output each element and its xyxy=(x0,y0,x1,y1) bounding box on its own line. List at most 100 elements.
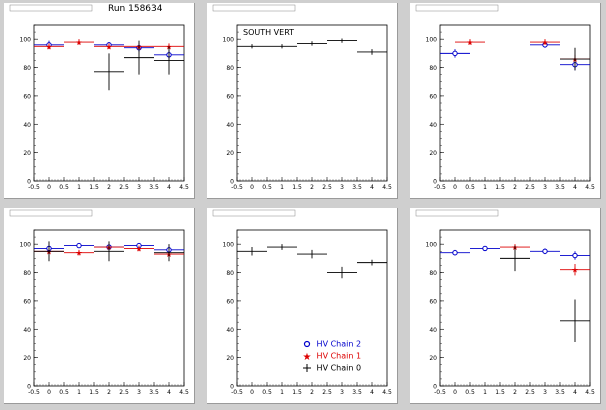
legend-entry-chain2: HV Chain 2 xyxy=(300,339,361,350)
x-tick-label: 2 xyxy=(310,389,314,396)
x-tick-label: 0 xyxy=(250,389,254,396)
x-tick-label: 2 xyxy=(107,389,111,396)
data-point-star: ★ xyxy=(571,266,578,275)
chart-svg: 020406080100-0.500.511.522.533.544.5★★★★… xyxy=(9,209,189,396)
x-tick-label: 4 xyxy=(573,389,577,396)
page-title: Run 158634 xyxy=(108,4,163,14)
x-tick-label: 2 xyxy=(107,184,111,191)
x-tick-label: 0.5 xyxy=(465,389,475,396)
x-tick-label: 1.5 xyxy=(89,184,99,191)
data-point-circle xyxy=(76,242,82,249)
data-point-circle xyxy=(452,249,458,256)
y-tick-label: 60 xyxy=(429,93,437,100)
x-tick-label: 0.5 xyxy=(262,184,272,191)
x-tick-label: 0 xyxy=(453,184,457,191)
x-tick-label: 3.5 xyxy=(555,184,565,191)
x-tick-label: 4.5 xyxy=(585,389,595,396)
x-tick-label: 4.5 xyxy=(179,389,189,396)
plot-panel-1: 020406080100-0.500.511.522.533.544.5★★★★… xyxy=(4,3,195,199)
x-tick-label: 3 xyxy=(543,389,547,396)
data-point-star: ★ xyxy=(466,38,473,47)
y-tick-label: 20 xyxy=(226,150,234,157)
x-tick-label: 1.5 xyxy=(292,184,302,191)
data-point-star: ★ xyxy=(45,42,52,51)
plot-panel-5: 0 20 40 60 80 100 -0.5 0 0.5 1 1.5 2 2.5 3 3.5 4 4.5 xyxy=(207,208,398,404)
y-tick-label: 100 xyxy=(426,242,438,249)
x-tick-label: -0.5 xyxy=(231,389,243,396)
x-tick-label: -0.5 xyxy=(434,184,446,191)
x-tick-label: 3.5 xyxy=(149,184,159,191)
y-tick-label: 0 xyxy=(433,384,437,391)
y-tick-label: 0 xyxy=(230,179,234,186)
x-tick-label: 2.5 xyxy=(119,389,129,396)
y-tick-label: 100 xyxy=(223,37,235,44)
legend-label-chain1: HV Chain 1 xyxy=(316,351,362,361)
x-tick-label: 2.5 xyxy=(322,389,332,396)
data-point-star: ★ xyxy=(541,38,548,47)
panel-header-box xyxy=(415,4,499,12)
y-tick-label: 20 xyxy=(23,150,31,157)
x-tick-label: 0.5 xyxy=(465,184,475,191)
plot-frame xyxy=(439,24,591,182)
x-tick-label: 1.5 xyxy=(292,389,302,396)
x-tick-label: -0.5 xyxy=(231,184,243,191)
x-tick-label: 4.5 xyxy=(382,389,392,396)
panel-header-box xyxy=(9,209,93,217)
plot-panel-2: 0 20 40 60 80 100 -0.5 0 0.5 1 1.5 2 2.5 3 3.5 4 4.5 SOUT… xyxy=(207,3,398,199)
x-tick-label: 1 xyxy=(280,389,284,396)
x-tick-label: 3.5 xyxy=(352,184,362,191)
x-tick-label: 4 xyxy=(573,184,577,191)
y-tick-label: 20 xyxy=(23,355,31,362)
x-tick-label: 3 xyxy=(340,184,344,191)
x-tick-label: -0.5 xyxy=(28,389,40,396)
data-point-star: ★ xyxy=(75,38,82,47)
plot-panel-4: 020406080100-0.500.511.522.533.544.5★★★★… xyxy=(4,208,195,404)
y-tick-label: 0 xyxy=(230,384,234,391)
x-tick-label: 0 xyxy=(47,184,51,191)
x-tick-label: 3 xyxy=(137,389,141,396)
y-tick-label: 20 xyxy=(429,150,437,157)
x-tick-label: 1.5 xyxy=(89,389,99,396)
y-tick-label: 80 xyxy=(23,65,31,72)
x-tick-label: 2.5 xyxy=(525,389,535,396)
y-tick-label: 40 xyxy=(23,122,31,129)
x-tick-label: 1 xyxy=(77,389,81,396)
x-tick-label: 2 xyxy=(310,184,314,191)
y-tick-label: 0 xyxy=(433,179,437,186)
x-tick-label: 3.5 xyxy=(352,389,362,396)
x-tick-label: 1 xyxy=(280,184,284,191)
y-tick-label: 40 xyxy=(226,327,234,334)
y-tick-label: 80 xyxy=(429,270,437,277)
x-tick-label: 0 xyxy=(47,389,51,396)
x-tick-label: 4 xyxy=(167,184,171,191)
plot-frame xyxy=(236,24,388,182)
x-tick-label: 3 xyxy=(340,389,344,396)
x-tick-label: 0 xyxy=(250,184,254,191)
chart-svg: 020406080100-0.500.511.522.533.544.5★★★★… xyxy=(9,4,189,191)
legend-label-chain0: HV Chain 0 xyxy=(316,363,362,373)
data-point-star: ★ xyxy=(75,249,82,258)
panel-label: SOUTH VERT xyxy=(243,28,294,37)
x-tick-label: 0.5 xyxy=(59,389,69,396)
x-tick-label: 1 xyxy=(483,389,487,396)
circle-marker-icon xyxy=(303,340,311,348)
panel-header-box xyxy=(212,209,296,217)
star-marker-icon: ★ xyxy=(303,352,312,363)
x-tick-label: 0.5 xyxy=(59,184,69,191)
x-tick-label: 2 xyxy=(513,389,517,396)
y-tick-label: 60 xyxy=(226,298,234,305)
x-tick-label: 1 xyxy=(483,184,487,191)
y-tick-label: 0 xyxy=(27,179,31,186)
x-tick-label: -0.5 xyxy=(28,184,40,191)
x-tick-label: 1 xyxy=(77,184,81,191)
y-tick-label: 0 xyxy=(27,384,31,391)
data-point-circle xyxy=(542,248,548,254)
x-tick-label: 1.5 xyxy=(495,184,505,191)
x-tick-label: 0 xyxy=(453,389,457,396)
x-tick-label: 4.5 xyxy=(585,184,595,191)
y-tick-label: 60 xyxy=(226,93,234,100)
y-tick-label: 60 xyxy=(429,298,437,305)
